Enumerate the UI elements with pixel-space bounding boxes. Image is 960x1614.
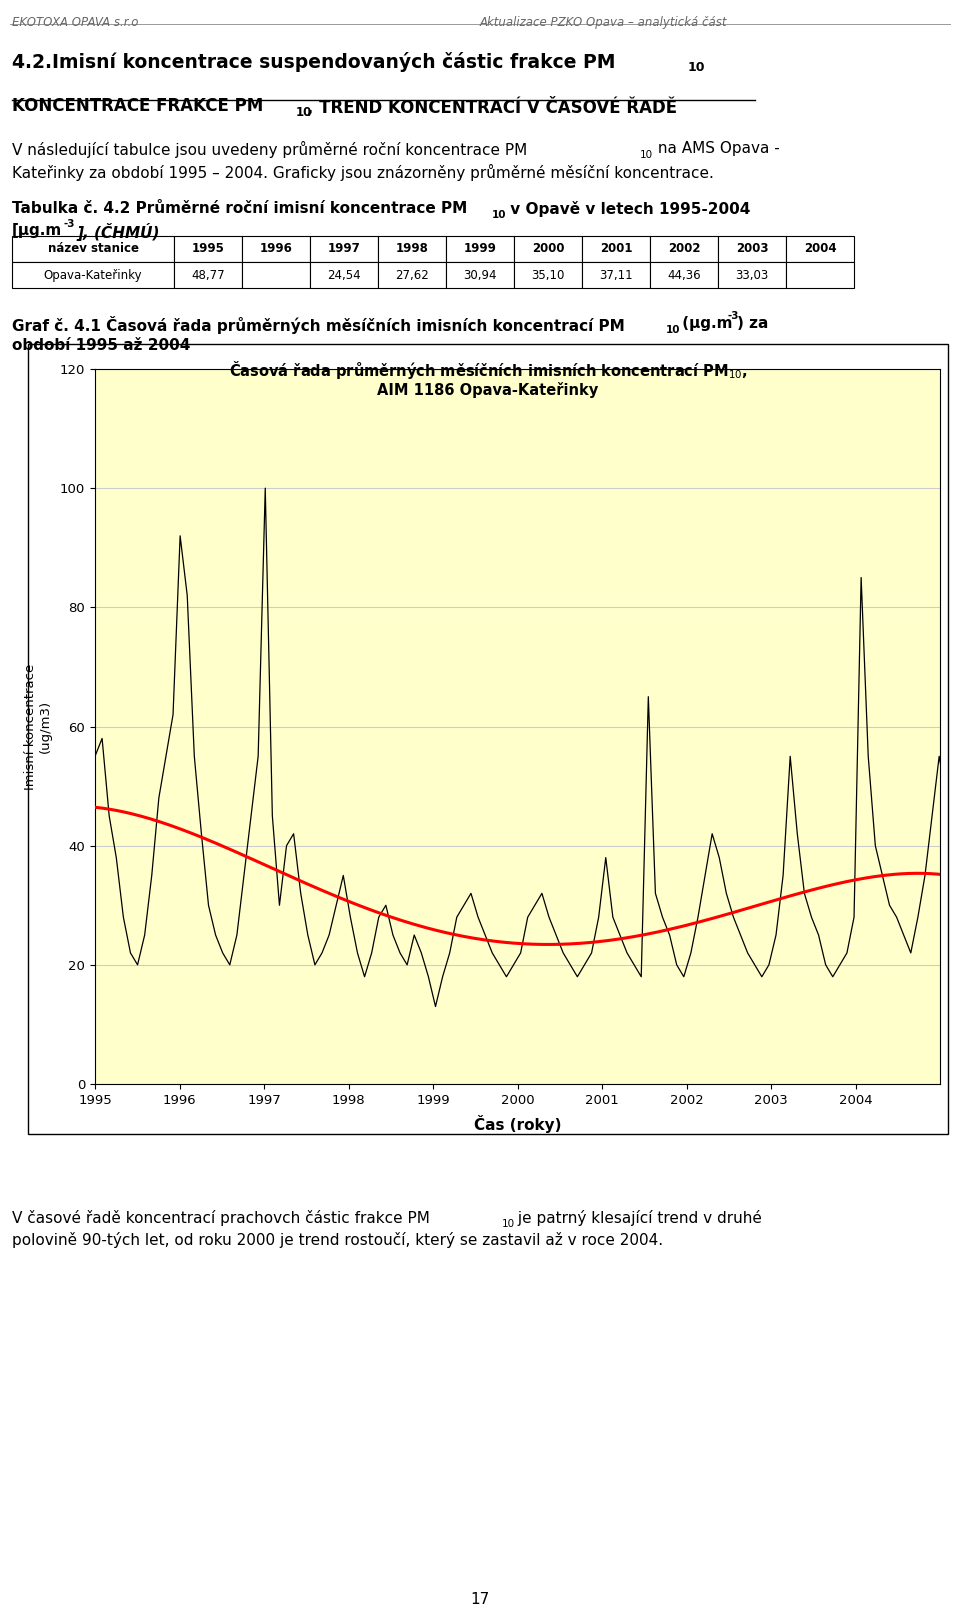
Bar bbox=[786, 236, 854, 261]
Bar bbox=[650, 236, 718, 261]
Text: 10: 10 bbox=[502, 1219, 516, 1228]
Bar bbox=[514, 261, 582, 287]
Text: -3: -3 bbox=[64, 220, 76, 229]
Text: , TREND KONCENTRACÍ V ČASOVÉ ŘADĚ: , TREND KONCENTRACÍ V ČASOVÉ ŘADĚ bbox=[307, 97, 677, 116]
Text: 4.2.Imisní koncentrace suspendovaných částic frakce PM: 4.2.Imisní koncentrace suspendovaných čá… bbox=[12, 52, 615, 73]
Text: (μg.m: (μg.m bbox=[677, 316, 732, 331]
Text: je patrný klesající trend v druhé: je patrný klesající trend v druhé bbox=[513, 1210, 762, 1227]
Bar bbox=[310, 236, 378, 261]
Text: 10: 10 bbox=[640, 150, 653, 160]
Text: AIM 1186 Opava-Kateřinky: AIM 1186 Opava-Kateřinky bbox=[377, 383, 599, 399]
Bar bbox=[650, 261, 718, 287]
Bar bbox=[446, 261, 514, 287]
Text: ) za: ) za bbox=[737, 316, 768, 331]
Text: 1996: 1996 bbox=[259, 242, 293, 255]
Text: 2002: 2002 bbox=[668, 242, 700, 255]
Text: 2004: 2004 bbox=[804, 242, 836, 255]
Text: 1998: 1998 bbox=[396, 242, 428, 255]
Text: -3: -3 bbox=[727, 312, 738, 321]
Bar bbox=[12, 236, 174, 261]
Bar bbox=[174, 236, 242, 261]
Y-axis label: Imisní koncentrace
(ug/m3): Imisní koncentrace (ug/m3) bbox=[24, 663, 52, 789]
Bar bbox=[446, 236, 514, 261]
Text: EKOTOXA OPAVA s.r.o: EKOTOXA OPAVA s.r.o bbox=[12, 16, 138, 29]
Bar bbox=[242, 236, 310, 261]
Bar bbox=[242, 261, 310, 287]
Text: ], (ČHMÚ): ], (ČHMÚ) bbox=[76, 223, 159, 240]
Text: 2000: 2000 bbox=[532, 242, 564, 255]
Text: Tabulka č. 4.2 Průměrné roční imisní koncentrace PM: Tabulka č. 4.2 Průměrné roční imisní kon… bbox=[12, 202, 468, 216]
Text: V následující tabulce jsou uvedeny průměrné roční koncentrace PM: V následující tabulce jsou uvedeny průmě… bbox=[12, 140, 527, 158]
Text: 17: 17 bbox=[470, 1591, 490, 1608]
Bar bbox=[378, 236, 446, 261]
Bar bbox=[514, 236, 582, 261]
Text: 35,10: 35,10 bbox=[531, 268, 564, 281]
Text: 1997: 1997 bbox=[327, 242, 360, 255]
Text: Opava-Kateřinky: Opava-Kateřinky bbox=[44, 268, 142, 281]
Text: V časové řadě koncentrací prachovch částic frakce PM: V časové řadě koncentrací prachovch část… bbox=[12, 1210, 430, 1227]
Bar bbox=[12, 261, 174, 287]
Text: 24,54: 24,54 bbox=[327, 268, 361, 281]
Bar bbox=[582, 236, 650, 261]
Text: 10: 10 bbox=[688, 61, 706, 74]
Text: 37,11: 37,11 bbox=[599, 268, 633, 281]
Text: 30,94: 30,94 bbox=[464, 268, 496, 281]
Text: 1995: 1995 bbox=[192, 242, 225, 255]
Text: [μg.m: [μg.m bbox=[12, 223, 62, 237]
Text: 27,62: 27,62 bbox=[396, 268, 429, 281]
Text: 10: 10 bbox=[296, 107, 312, 119]
Text: 48,77: 48,77 bbox=[191, 268, 225, 281]
Text: KONCENTRACE FRAKCE PM: KONCENTRACE FRAKCE PM bbox=[12, 97, 263, 115]
Text: 33,03: 33,03 bbox=[735, 268, 769, 281]
Bar bbox=[718, 261, 786, 287]
Text: 2003: 2003 bbox=[735, 242, 768, 255]
Text: Graf č. 4.1 Časová řada průměrných měsíčních imisních koncentrací PM: Graf č. 4.1 Časová řada průměrných měsíč… bbox=[12, 316, 625, 334]
Text: 44,36: 44,36 bbox=[667, 268, 701, 281]
Text: polovině 90-tých let, od roku 2000 je trend rostoučí, který se zastavil až v roc: polovině 90-tých let, od roku 2000 je tr… bbox=[12, 1231, 663, 1248]
Text: Časová řada průměrných měsíčních imisních koncentrací PM$_{10}$,: Časová řada průměrných měsíčních imisníc… bbox=[228, 358, 747, 381]
Text: v Opavě v letech 1995-2004: v Opavě v letech 1995-2004 bbox=[505, 202, 751, 216]
Text: 2001: 2001 bbox=[600, 242, 633, 255]
Text: 10: 10 bbox=[492, 210, 507, 220]
Text: na AMS Opava -: na AMS Opava - bbox=[653, 140, 780, 157]
Text: Aktualizace PZKO Opava – analytická část: Aktualizace PZKO Opava – analytická část bbox=[480, 16, 728, 29]
Text: období 1995 až 2004: období 1995 až 2004 bbox=[12, 337, 190, 353]
Bar bbox=[378, 261, 446, 287]
Text: Kateřinky za období 1995 – 2004. Graficky jsou znázorněny průměrné měsíční konce: Kateřinky za období 1995 – 2004. Grafick… bbox=[12, 165, 714, 181]
Bar bbox=[718, 236, 786, 261]
Bar bbox=[582, 261, 650, 287]
Bar bbox=[310, 261, 378, 287]
Text: 1999: 1999 bbox=[464, 242, 496, 255]
Text: 10: 10 bbox=[666, 324, 681, 336]
Bar bbox=[786, 261, 854, 287]
X-axis label: Čas (roky): Čas (roky) bbox=[473, 1115, 562, 1133]
Bar bbox=[174, 261, 242, 287]
Text: název stanice: název stanice bbox=[47, 242, 138, 255]
